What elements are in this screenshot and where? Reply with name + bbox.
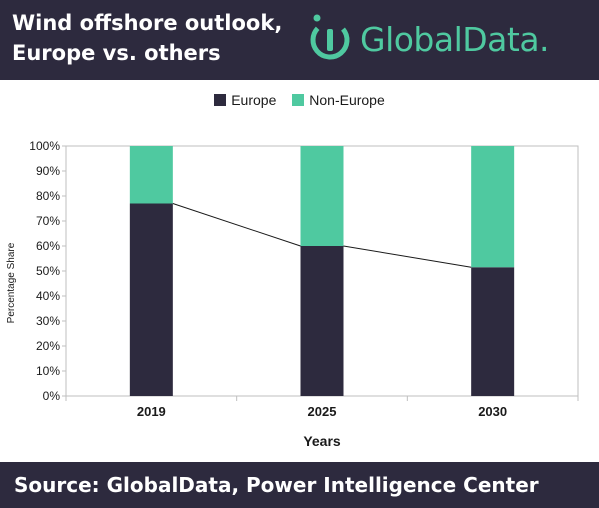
globaldata-logo-icon [310, 14, 350, 60]
y-tick-label: 0% [43, 389, 61, 403]
logo-text: GlobalData. [360, 20, 550, 59]
bar-europe-2030 [471, 267, 515, 396]
legend-label-non-europe: Non-Europe [309, 92, 385, 109]
x-tick-label-2025: 2025 [308, 404, 337, 419]
y-tick-label: 30% [36, 314, 60, 328]
bar-non-europe-2025 [300, 146, 344, 246]
y-tick-label: 70% [36, 214, 60, 228]
x-tick-label-2019: 2019 [137, 404, 166, 419]
y-tick-label: 40% [36, 289, 60, 303]
footer-banner: Source: GlobalData, Power Intelligence C… [0, 462, 599, 508]
y-tick-label: 50% [36, 264, 60, 278]
x-axis-title: Years [303, 433, 341, 449]
bar-non-europe-2019 [129, 146, 173, 204]
bar-europe-2019 [129, 203, 173, 396]
bar-non-europe-2030 [471, 146, 515, 268]
trend-line-segment [343, 245, 472, 268]
y-tick-label: 10% [36, 364, 60, 378]
trend-line-segment [172, 203, 301, 247]
source-note: Source: GlobalData, Power Intelligence C… [14, 473, 539, 497]
legend-swatch-non-europe [292, 94, 305, 107]
globaldata-logo: GlobalData. [306, 10, 596, 70]
y-tick-label: 80% [36, 189, 60, 203]
y-tick-label: 100% [29, 139, 60, 153]
y-tick-label: 90% [36, 164, 60, 178]
title-line-2: Europe vs. others [12, 41, 221, 65]
y-axis-title: Percentage Share [6, 242, 17, 323]
bar-europe-2025 [300, 246, 344, 396]
chart-legend: Europe Non-Europe [0, 91, 599, 108]
title-line-1: Wind offshore outlook, [12, 11, 283, 35]
stacked-bar-chart: 0% 10% 20% 30% 40% 50% 60% 70% 80% 90% 100% 2019 20… [6, 139, 579, 449]
x-tick-label-2030: 2030 [478, 404, 507, 419]
y-tick-label: 20% [36, 339, 60, 353]
legend-item-europe: Europe [214, 92, 276, 108]
legend-item-non-europe: Non-Europe [292, 92, 385, 108]
y-tick-label: 60% [36, 239, 60, 253]
header-banner: Wind offshore outlook, Europe vs. others… [0, 0, 599, 80]
legend-swatch-europe [214, 94, 227, 107]
chart-title: Wind offshore outlook, Europe vs. others [12, 8, 312, 68]
legend-label-europe: Europe [231, 92, 277, 109]
